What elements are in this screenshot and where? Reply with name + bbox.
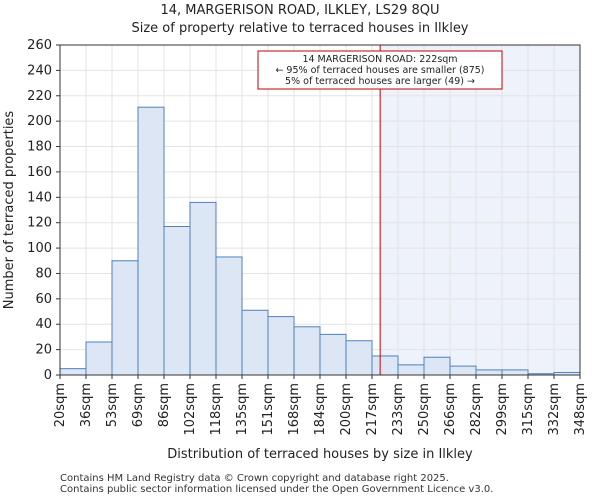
y-tick-label: 180 (27, 140, 52, 155)
chart-title: 14, MARGERISON ROAD, ILKLEY, LS29 8QU (160, 3, 440, 18)
x-tick-label: 299sqm (495, 383, 510, 436)
y-tick-label: 260 (27, 38, 52, 53)
bar-69sqm (137, 106, 165, 376)
x-tick-label: 184sqm (313, 383, 328, 436)
y-tick-label: 0 (44, 368, 52, 383)
y-tick-labels: 0 20 40 60 80 100 120 140 160 180 200 220 240 260 (27, 38, 52, 383)
x-tick-labels: 20sqm 36sqm 53sqm 69sqm 86sqm 102sqm 118sqm 135… (53, 383, 588, 436)
x-tick-label: 266sqm (443, 383, 458, 436)
bar-266sqm (449, 365, 477, 376)
y-tick-label: 200 (27, 114, 52, 129)
y-tick-label: 60 (35, 292, 52, 307)
y-tick-label: 80 (35, 266, 52, 281)
annotation-line-2: ← 95% of terraced houses are smaller (87… (275, 65, 484, 76)
bar-233sqm (397, 364, 425, 376)
x-tick-label: 36sqm (79, 383, 94, 427)
y-tick-label: 220 (27, 89, 52, 104)
x-tick-label: 250sqm (417, 383, 432, 436)
x-tick-label: 86sqm (157, 383, 172, 427)
bar-217sqm (371, 355, 399, 376)
bar-135sqm (241, 309, 269, 376)
bar-118sqm (215, 256, 243, 376)
y-tick-label: 120 (27, 216, 52, 231)
y-tick-label: 20 (35, 343, 52, 358)
bar-250sqm (423, 356, 451, 376)
x-tick-label: 69sqm (131, 383, 146, 427)
x-tick-label: 217sqm (365, 383, 380, 436)
x-tick-label: 332sqm (547, 383, 562, 436)
x-tick-label: 151sqm (261, 383, 276, 436)
bar-102sqm (189, 201, 217, 376)
chart-subtitle: Size of property relative to terraced ho… (131, 21, 469, 36)
y-tick-label: 40 (35, 317, 52, 332)
x-tick-label: 102sqm (183, 383, 198, 436)
annotation-box: 14 MARGERISON ROAD: 222sqm ← 95% of terr… (257, 50, 503, 90)
histogram-chart: 0 20 40 60 80 100 120 140 160 180 200 220 240 260 20s… (2, 38, 588, 462)
y-tick-label: 100 (27, 241, 52, 256)
bar-86sqm (163, 226, 191, 376)
bar-299sqm (501, 369, 529, 376)
x-tick-label: 282sqm (469, 383, 484, 436)
bar-53sqm (111, 260, 139, 376)
x-tick-label: 135sqm (235, 383, 250, 436)
x-tick-label: 168sqm (287, 383, 302, 436)
bar-200sqm (345, 340, 373, 376)
y-tick-label: 240 (27, 63, 52, 78)
bar-282sqm (475, 369, 503, 376)
annotation-line-1: 14 MARGERISON ROAD: 222sqm (302, 54, 457, 65)
y-tick-label: 140 (27, 190, 52, 205)
y-axis-label: Number of terraced properties (2, 111, 17, 310)
bar-151sqm (267, 316, 295, 376)
x-axis-label: Distribution of terraced houses by size … (167, 447, 473, 462)
axes (56, 44, 581, 379)
x-tick-label: 118sqm (209, 383, 224, 436)
x-tick-label: 200sqm (339, 383, 354, 436)
footer-copyright: Contains HM Land Registry data © Crown c… (60, 473, 449, 484)
x-tick-label: 233sqm (391, 383, 406, 436)
x-tick-label: 348sqm (573, 383, 588, 436)
bar-168sqm (293, 326, 321, 376)
bar-184sqm (319, 333, 347, 376)
footer-licence: Contains public sector information licen… (60, 484, 494, 495)
larger-region-shading (380, 45, 580, 375)
x-tick-label: 53sqm (105, 383, 120, 427)
bar-20sqm (59, 368, 87, 376)
x-tick-label: 315sqm (521, 383, 536, 436)
bar-36sqm (85, 341, 113, 376)
annotation-frame (257, 50, 503, 90)
annotation-line-3: 5% of terraced houses are larger (49) → (285, 76, 475, 87)
x-tick-label: 20sqm (53, 383, 68, 427)
y-tick-label: 160 (27, 165, 52, 180)
